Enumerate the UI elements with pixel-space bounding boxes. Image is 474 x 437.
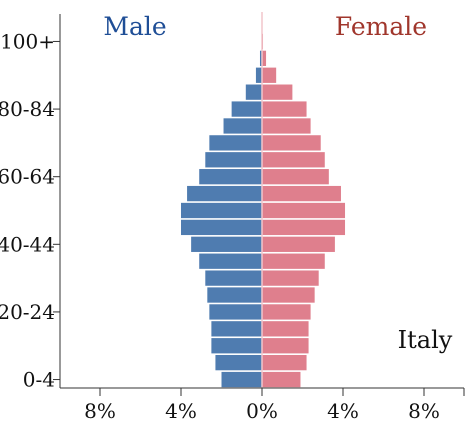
female-bar-85-89 [262,84,293,100]
country-label: Italy [398,326,453,354]
male-bar-70-74 [209,135,262,151]
x-tick-label: 0% [246,399,278,423]
male-bar-85-89 [245,84,262,100]
male-bar-55-59 [187,185,262,202]
female-bar-50-54 [262,202,346,219]
male-bar-20-24 [209,304,262,320]
y-tick-label: 80-84 [0,97,55,121]
female-bar-65-69 [262,152,325,168]
male-bar-5-9 [215,354,262,371]
male-bar-80-84 [231,101,263,117]
male-bar-60-64 [199,169,262,185]
female-bar-0-4 [262,371,301,388]
female-bar-40-44 [262,236,335,252]
male-bar-50-54 [181,202,262,219]
female-bar-80-84 [262,101,307,117]
male-bar-40-44 [191,236,263,252]
female-bar-20-24 [262,304,311,320]
male-bar-0-4 [221,371,262,388]
y-axis-ticks: 100+ 80-84 60-64 40-44 20-24 0-4 [0,29,60,392]
y-tick-label: 60-64 [0,165,55,189]
female-bars [262,33,346,388]
female-bar-5-9 [262,354,307,371]
female-bar-45-49 [262,219,346,236]
female-bar-75-79 [262,118,311,134]
male-bar-95-99 [259,50,262,66]
legend-female-label: Female [335,12,427,41]
female-bar-35-39 [262,253,325,269]
male-bar-30-34 [205,270,262,286]
male-bar-75-79 [223,118,263,134]
male-bars [181,50,263,388]
x-axis-ticks: 8% 4% 0% 4% 8% [84,388,465,423]
female-bar-15-19 [262,321,309,337]
female-bar-25-29 [262,287,315,303]
legend-male-label: Male [103,12,166,41]
y-tick-label: 0-4 [23,368,55,392]
male-bar-10-14 [211,338,263,354]
male-bar-90-94 [255,67,263,83]
female-bar-70-74 [262,135,321,151]
female-bar-95-99 [262,50,267,66]
female-bar-10-14 [262,338,309,354]
x-tick-label: 4% [327,399,359,423]
male-bar-15-19 [211,321,263,337]
female-bar-60-64 [262,169,329,185]
female-bar-55-59 [262,185,341,202]
male-bar-35-39 [199,253,262,269]
y-tick-label: 40-44 [0,232,55,256]
x-tick-label: 8% [408,399,440,423]
female-bar-90-94 [262,67,277,83]
male-bar-65-69 [205,152,262,168]
x-tick-label: 8% [84,399,116,423]
x-tick-label: 4% [165,399,197,423]
female-bar-30-34 [262,270,319,286]
male-bar-45-49 [181,219,262,236]
male-bar-25-29 [207,287,262,303]
y-tick-label: 20-24 [0,300,55,324]
y-tick-label: 100+ [0,29,55,53]
